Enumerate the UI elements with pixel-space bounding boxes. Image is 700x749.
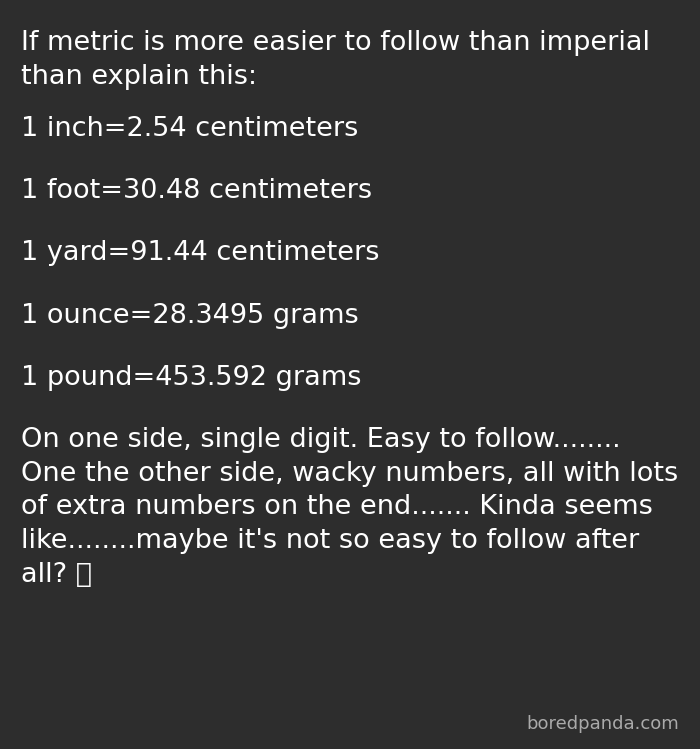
- Text: 1 yard=91.44 centimeters: 1 yard=91.44 centimeters: [21, 240, 379, 267]
- Text: 1 pound=453.592 grams: 1 pound=453.592 grams: [21, 365, 361, 391]
- Text: If metric is more easier to follow than imperial: If metric is more easier to follow than …: [21, 30, 650, 56]
- Text: 1 inch=2.54 centimeters: 1 inch=2.54 centimeters: [21, 116, 358, 142]
- Text: than explain this:: than explain this:: [21, 64, 257, 90]
- Text: 1 ounce=28.3495 grams: 1 ounce=28.3495 grams: [21, 303, 358, 329]
- Text: One the other side, wacky numbers, all with lots: One the other side, wacky numbers, all w…: [21, 461, 678, 487]
- Text: all? 🤔: all? 🤔: [21, 562, 92, 588]
- Text: like........maybe it's not so easy to follow after: like........maybe it's not so easy to fo…: [21, 528, 639, 554]
- Text: boredpanda.com: boredpanda.com: [526, 715, 679, 733]
- Text: of extra numbers on the end....... Kinda seems: of extra numbers on the end....... Kinda…: [21, 494, 653, 521]
- Text: 1 foot=30.48 centimeters: 1 foot=30.48 centimeters: [21, 178, 372, 204]
- Text: On one side, single digit. Easy to follow........: On one side, single digit. Easy to follo…: [21, 427, 621, 453]
